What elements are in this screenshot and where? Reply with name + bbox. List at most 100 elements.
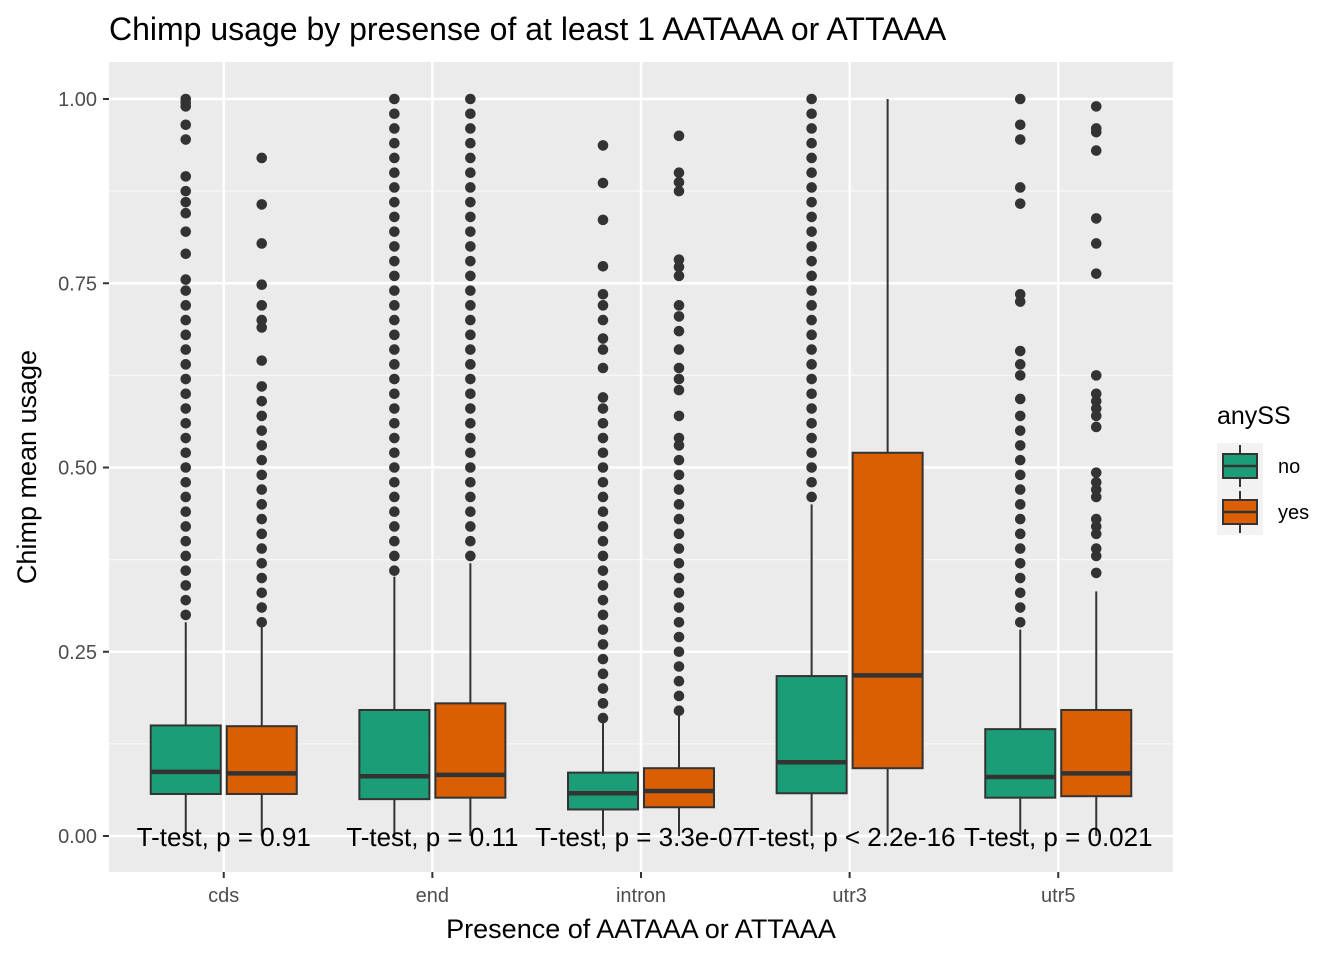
outlier-point — [806, 123, 817, 134]
outlier-point — [465, 506, 476, 518]
x-tick-label: intron — [616, 885, 666, 907]
outlier-point — [597, 521, 609, 532]
box — [1060, 708, 1133, 798]
outlier-point — [389, 403, 400, 414]
outlier-point — [180, 314, 192, 326]
outlier-point — [673, 325, 685, 337]
outlier-point — [806, 241, 817, 252]
annotation-cds: T-test, p = 0.91 — [137, 822, 311, 852]
outlier-point — [389, 241, 400, 252]
outlier-point — [389, 535, 400, 547]
outlier-point — [597, 214, 609, 226]
outlier-point — [389, 521, 400, 532]
x-tick-label: cds — [208, 885, 239, 907]
outlier-point — [806, 417, 817, 429]
outlier-point — [806, 359, 817, 370]
legend-title: anySS — [1217, 402, 1291, 430]
outlier-point — [673, 270, 685, 282]
outlier-point — [806, 137, 817, 149]
outlier-point — [256, 238, 268, 249]
outlier-point — [465, 211, 476, 223]
box — [775, 675, 848, 795]
outlier-point — [673, 311, 685, 322]
outlier-point — [465, 417, 476, 429]
y-axis-title: Chimp mean usage — [12, 350, 42, 584]
outlier-point — [597, 314, 609, 326]
outlier-point — [1090, 145, 1102, 156]
outlier-point — [673, 705, 685, 717]
outlier-point — [1014, 119, 1026, 131]
outlier-point — [1090, 403, 1102, 414]
outlier-point — [180, 506, 192, 518]
outlier-point — [673, 384, 685, 396]
outlier-point — [597, 392, 609, 403]
outlier-point — [465, 462, 476, 473]
outlier-point — [1014, 440, 1026, 451]
outlier-point — [180, 248, 192, 260]
outlier-point — [597, 535, 609, 547]
outlier-point — [180, 403, 192, 414]
outlier-point — [256, 152, 268, 164]
outlier-point — [256, 410, 268, 422]
outlier-point — [673, 261, 685, 273]
outlier-point — [597, 683, 609, 694]
outlier-point — [256, 484, 268, 495]
outlier-point — [806, 270, 817, 282]
outlier-point — [180, 274, 192, 285]
outlier-point — [597, 333, 609, 344]
outlier-point — [1090, 370, 1102, 381]
outlier-point — [465, 476, 476, 488]
y-axis: 0.00 0.25 0.50 0.75 1.00 — [58, 89, 109, 848]
outlier-point — [1090, 421, 1102, 433]
box — [643, 767, 715, 809]
y-tick-label: 0.75 — [58, 273, 97, 295]
outlier-point — [465, 550, 476, 562]
outlier-point — [1090, 123, 1102, 134]
outlier-point — [389, 123, 400, 134]
outlier-point — [1014, 469, 1026, 481]
outlier-point — [465, 447, 476, 459]
outlier-point — [597, 362, 609, 374]
boxplot-cds-yes — [225, 152, 298, 836]
outlier-point — [389, 255, 400, 267]
outlier-point — [180, 119, 192, 131]
outlier-point — [389, 432, 400, 444]
outlier-point — [1014, 558, 1026, 569]
outlier-point — [673, 167, 685, 178]
outlier-point — [389, 93, 400, 105]
outlier-point — [1090, 395, 1102, 407]
outlier-point — [597, 140, 609, 151]
outlier-point — [180, 134, 192, 145]
outlier-point — [465, 167, 476, 178]
box — [225, 725, 298, 795]
outlier-point — [1014, 93, 1026, 105]
outlier-point — [465, 373, 476, 385]
outlier-point — [597, 300, 609, 311]
x-tick-label: end — [416, 885, 449, 907]
outlier-point — [597, 432, 609, 444]
outlier-point — [389, 226, 400, 237]
outlier-point — [597, 550, 609, 562]
outlier-point — [597, 653, 609, 665]
outlier-point — [180, 329, 192, 341]
outlier-point — [673, 499, 685, 510]
outlier-point — [1014, 572, 1026, 584]
outlier-point — [256, 425, 268, 436]
legend-label: no — [1278, 456, 1300, 478]
box — [149, 724, 222, 795]
outlier-point — [1014, 528, 1026, 540]
outlier-point — [673, 646, 685, 658]
outlier-point — [465, 226, 476, 237]
outlier-point — [673, 558, 685, 569]
box — [851, 451, 924, 770]
outlier-point — [806, 462, 817, 473]
outlier-point — [389, 359, 400, 370]
outlier-point — [389, 137, 400, 149]
outlier-point — [673, 675, 685, 687]
outlier-point — [180, 226, 192, 237]
outlier-point — [673, 410, 685, 422]
outlier-point — [389, 329, 400, 341]
outlier-point — [597, 417, 609, 429]
outlier-point — [465, 535, 476, 547]
outlier-point — [180, 417, 192, 429]
